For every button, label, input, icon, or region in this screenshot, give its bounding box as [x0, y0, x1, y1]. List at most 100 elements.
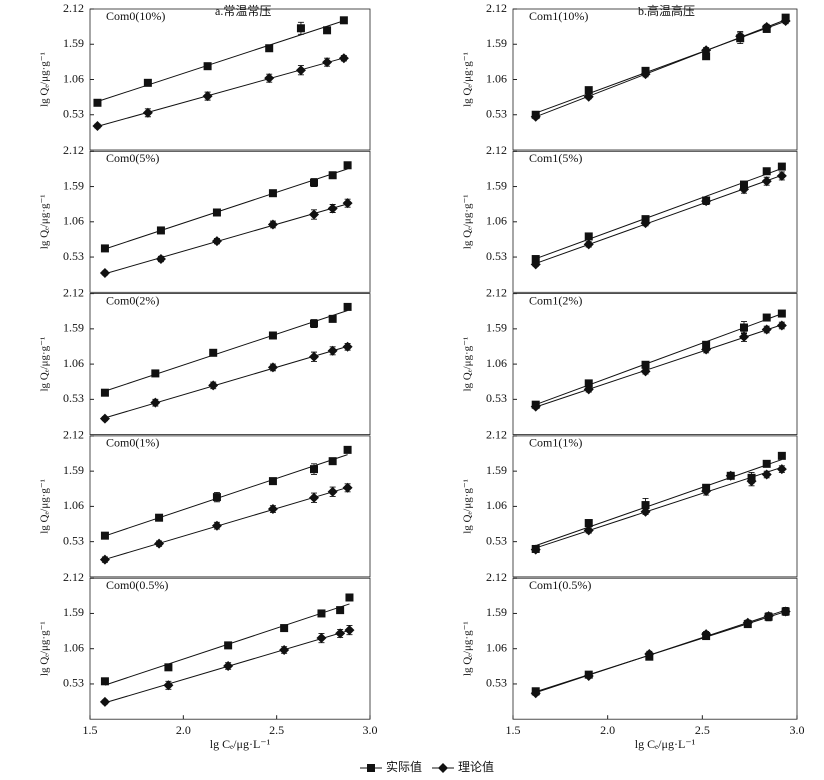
square-marker	[343, 161, 352, 170]
y-axis-label: lg Qₑ/μg·g⁻¹	[462, 337, 474, 392]
trend-line	[104, 454, 348, 537]
diamond-marker	[264, 73, 275, 84]
panel-title: Com0(10%)	[106, 9, 165, 23]
diamond-marker	[640, 218, 651, 229]
diamond-marker	[761, 469, 772, 480]
y-axis-label: lg Qₑ/μg·g⁻¹	[462, 194, 474, 249]
diamond-marker	[761, 21, 772, 32]
diamond-marker	[99, 696, 110, 707]
diamond-marker	[742, 617, 753, 628]
square-marker	[328, 457, 337, 466]
trend-line	[535, 19, 786, 118]
diamond-marker	[316, 633, 327, 644]
diamond-marker	[309, 209, 319, 220]
diamond-marker	[701, 45, 712, 56]
square-marker	[100, 677, 109, 686]
trend-line	[104, 168, 348, 250]
square-marker	[93, 98, 102, 107]
diamond-marker	[99, 554, 110, 565]
plot-frame	[89, 150, 371, 293]
square-marker	[762, 167, 771, 176]
trend-line	[104, 486, 348, 560]
diamond-marker	[267, 362, 278, 373]
y-tick-label: 1.59	[63, 463, 84, 477]
diamond-marker	[776, 464, 787, 475]
diamond-marker	[761, 176, 772, 187]
square-marker	[310, 465, 318, 474]
y-tick-label: 1.59	[486, 178, 507, 192]
square-marker	[317, 609, 326, 618]
diamond-marker	[701, 486, 712, 497]
trend-line	[535, 459, 783, 547]
square-marker	[203, 62, 212, 71]
plot-frame	[512, 435, 798, 578]
y-tick-label: 1.06	[63, 214, 84, 228]
y-tick-label: 1.59	[63, 605, 84, 619]
y-tick-label: 1.59	[63, 178, 84, 192]
square-marker	[268, 477, 277, 486]
plot-frame	[89, 293, 371, 436]
square-marker	[345, 593, 354, 602]
square-marker	[336, 606, 345, 615]
diamond-marker	[530, 688, 541, 699]
diamond-marker	[327, 345, 338, 356]
panel-title: Com1(10%)	[529, 9, 588, 23]
square-marker	[777, 162, 786, 171]
y-tick-label: 0.53	[486, 391, 507, 405]
diamond-marker	[583, 525, 594, 536]
diamond-marker	[746, 476, 757, 487]
square-marker	[212, 493, 221, 502]
y-axis-label: lg Qₑ/μg·g⁻¹	[39, 337, 51, 392]
diamond-marker	[640, 69, 651, 80]
x-tick-label: 2.0	[600, 723, 615, 737]
diamond-marker	[530, 401, 541, 412]
y-tick-label: 0.53	[63, 391, 84, 405]
y-tick-label: 1.06	[486, 71, 507, 85]
y-tick-label: 2.12	[63, 143, 84, 157]
panel-title: Com0(2%)	[106, 293, 159, 307]
y-tick-label: 1.06	[486, 640, 507, 654]
square-marker	[641, 360, 650, 369]
diamond-marker	[780, 15, 791, 26]
diamond-marker	[208, 380, 219, 391]
diamond-marker	[154, 538, 165, 549]
diamond-marker	[202, 91, 213, 102]
panel-title: Com1(0.5%)	[529, 578, 591, 592]
square-marker	[268, 189, 277, 198]
diamond-marker	[583, 239, 594, 250]
y-tick-label: 0.53	[486, 107, 507, 121]
diamond-marker	[738, 331, 749, 342]
diamond-marker	[776, 170, 787, 181]
legend-marker	[367, 764, 375, 772]
diamond-marker	[583, 670, 594, 681]
diamond-marker	[322, 57, 333, 68]
y-axis-label: lg Qₑ/μg·g⁻¹	[39, 52, 51, 107]
y-tick-label: 1.59	[63, 36, 84, 50]
y-tick-label: 1.06	[486, 356, 507, 370]
diamond-marker	[338, 53, 349, 64]
diamond-marker	[295, 65, 306, 76]
square-marker	[143, 78, 152, 87]
x-tick-label: 2.5	[269, 723, 284, 737]
square-marker	[155, 513, 164, 522]
panel-title: Com1(2%)	[529, 293, 582, 307]
square-marker	[310, 319, 318, 328]
diamond-marker	[530, 544, 541, 555]
y-tick-label: 2.12	[63, 570, 84, 584]
panel-title: Com0(5%)	[106, 151, 159, 165]
square-marker	[584, 379, 593, 388]
diamond-marker	[155, 254, 166, 265]
panel-title: Com0(1%)	[106, 436, 159, 450]
x-axis-label: lg Cₑ/μg·L⁻¹	[635, 737, 696, 751]
diamond-marker	[223, 660, 234, 671]
y-tick-label: 1.59	[486, 605, 507, 619]
x-axis-label: lg Cₑ/μg·L⁻¹	[210, 737, 271, 751]
y-tick-label: 0.53	[63, 107, 84, 121]
x-tick-label: 3.0	[363, 723, 378, 737]
square-marker	[328, 171, 337, 180]
square-marker	[739, 323, 748, 332]
x-tick-label: 3.0	[790, 723, 805, 737]
trend-line	[535, 466, 783, 549]
legend-marker	[438, 763, 448, 773]
square-marker	[265, 44, 274, 53]
